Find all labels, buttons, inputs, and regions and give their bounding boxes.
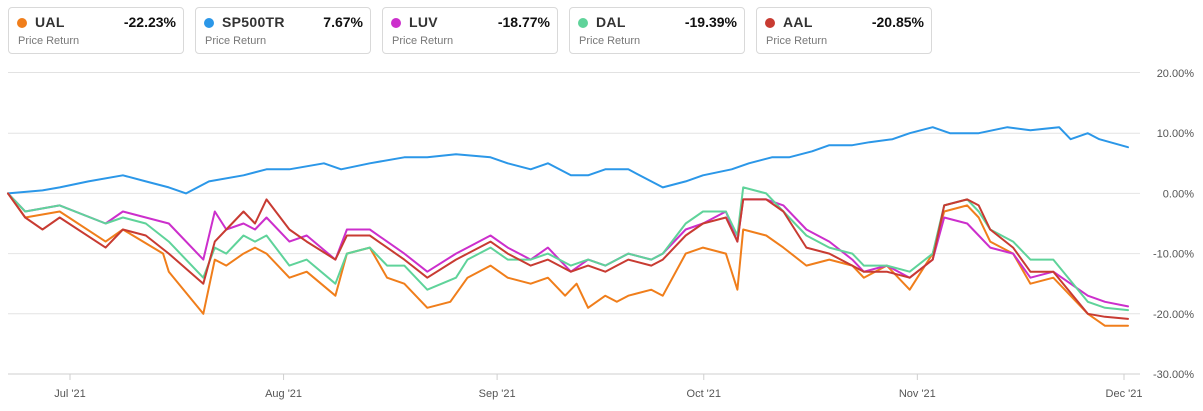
legend-subtitle: Price Return (392, 35, 454, 47)
legend-value: 7.67% (323, 14, 363, 30)
x-tick-label: Dec '21 (1106, 388, 1143, 400)
series-color-dot (391, 18, 401, 28)
x-tick-label: Jul '21 (54, 388, 85, 400)
divider (8, 72, 1140, 73)
legend-value: -22.23% (123, 14, 176, 30)
y-tick-label: -20.00% (1153, 309, 1194, 321)
series-group (7, 126, 1129, 327)
legend-ticker: AAL (783, 14, 813, 30)
y-tick-label: 20.00% (1157, 68, 1195, 80)
legend-subtitle: Price Return (205, 35, 267, 47)
legend-value: -18.77% (497, 14, 550, 30)
series-color-dot (765, 18, 775, 28)
x-tick-label: Aug '21 (265, 388, 302, 400)
legend-subtitle: Price Return (766, 35, 828, 47)
legend-ticker: DAL (596, 14, 626, 30)
legend-card-aal[interactable]: AAL -20.85% Price Return (756, 7, 932, 54)
legend-ticker: LUV (409, 14, 438, 30)
legend-ticker: UAL (35, 14, 65, 30)
legend: UAL -22.23% Price Return SP500TR 7.67% P… (0, 0, 1203, 60)
x-tick-label: Nov '21 (899, 388, 936, 400)
y-tick-label: 10.00% (1157, 128, 1195, 140)
legend-value: -20.85% (871, 14, 924, 30)
series-color-dot (204, 18, 214, 28)
legend-subtitle: Price Return (579, 35, 641, 47)
series-line-sp500tr (7, 126, 1129, 195)
legend-card-dal[interactable]: DAL -19.39% Price Return (569, 7, 745, 54)
legend-value: -19.39% (684, 14, 737, 30)
legend-card-sp500tr[interactable]: SP500TR 7.67% Price Return (195, 7, 371, 54)
series-line-aal (7, 192, 1129, 320)
y-tick-label: -30.00% (1153, 369, 1194, 381)
grid (8, 132, 1140, 375)
y-axis: 20.00% 10.00% 0.00% -10.00% -20.00% -30.00% (1153, 68, 1194, 381)
legend-ticker: SP500TR (222, 14, 285, 30)
x-tick-label: Sep '21 (479, 388, 516, 400)
y-tick-label: 0.00% (1163, 188, 1194, 200)
x-axis: Jul '21 Aug '21 Sep '21 Oct '21 Nov '21 Dec '… (8, 373, 1143, 400)
y-tick-label: -10.00% (1153, 249, 1194, 261)
series-color-dot (17, 18, 27, 28)
x-tick-label: Oct '21 (687, 388, 722, 400)
legend-subtitle: Price Return (18, 35, 80, 47)
legend-card-luv[interactable]: LUV -18.77% Price Return (382, 7, 558, 54)
series-color-dot (578, 18, 588, 28)
legend-card-ual[interactable]: UAL -22.23% Price Return (8, 7, 184, 54)
